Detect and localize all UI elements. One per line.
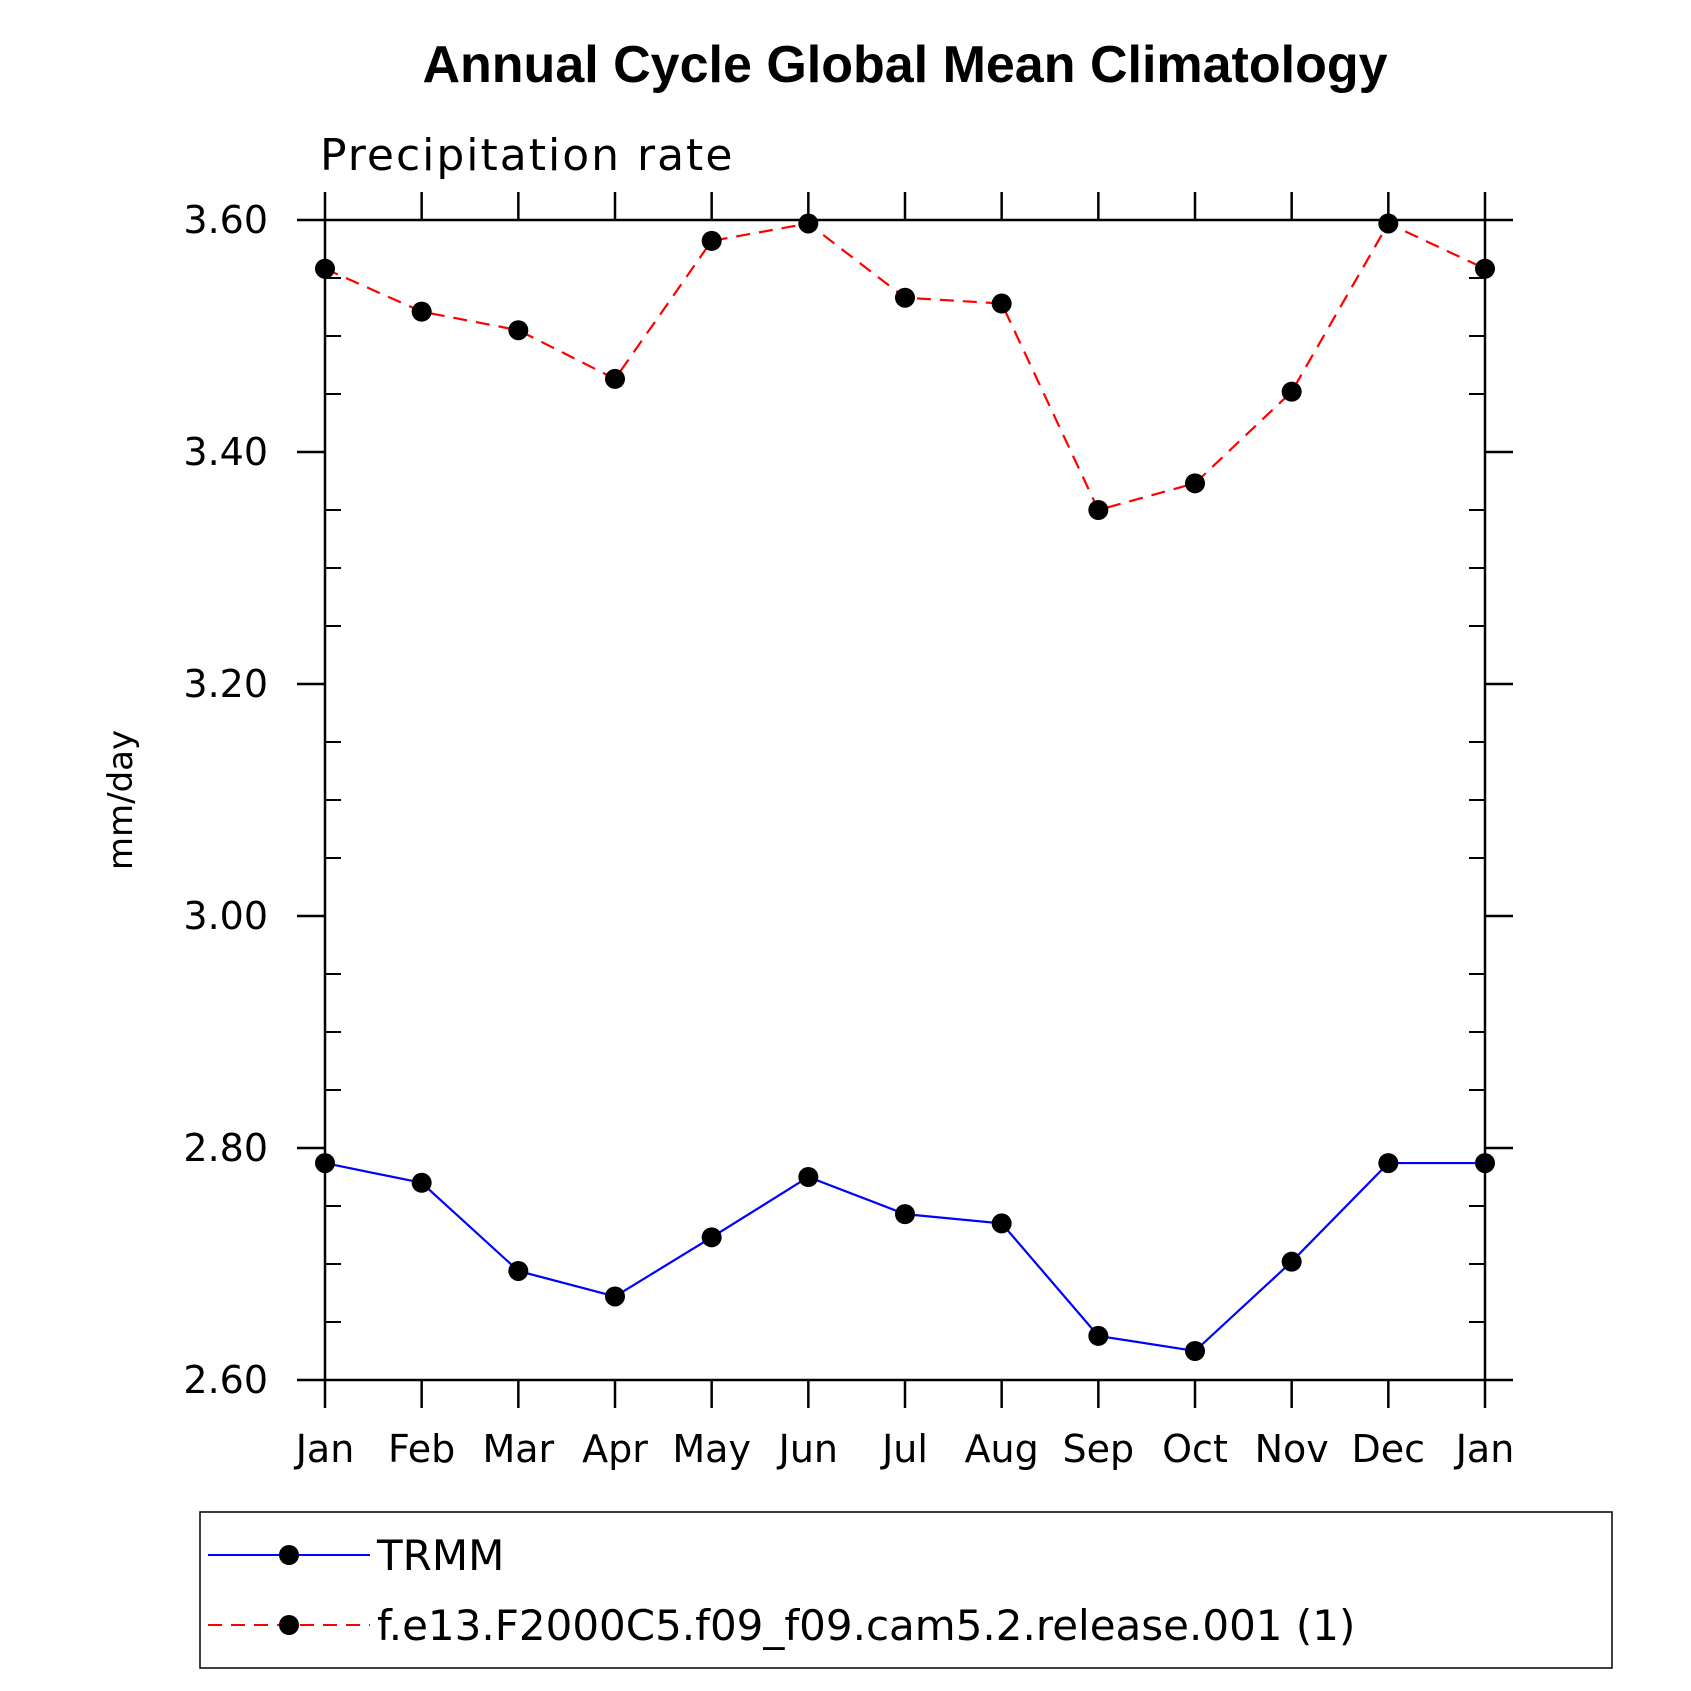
y-tick-label: 3.60 <box>183 198 268 242</box>
axis-ticks <box>297 192 1513 1408</box>
data-point <box>315 1153 335 1174</box>
data-point <box>1185 473 1205 494</box>
legend-label-trmm: TRMM <box>376 1531 504 1580</box>
data-point <box>1185 1341 1205 1361</box>
series-layer <box>315 213 1495 1361</box>
data-point <box>1378 1153 1399 1174</box>
data-point <box>508 1260 529 1281</box>
legend-box <box>199 1511 1613 1669</box>
x-tick-label: Dec <box>1352 1427 1426 1471</box>
y-tick-label: 3.40 <box>183 430 268 474</box>
data-point <box>508 320 529 341</box>
x-tick-label: Jun <box>777 1427 838 1471</box>
data-point <box>798 213 819 234</box>
series-line <box>324 1161 1485 1353</box>
x-tick-label: Sep <box>1063 1427 1135 1471</box>
data-point <box>605 1286 625 1307</box>
data-point <box>1378 213 1399 234</box>
legend-marker-model <box>279 1615 299 1635</box>
y-tick-label: 3.20 <box>183 662 268 706</box>
data-point <box>1475 258 1495 279</box>
x-tick-labels: Jan Feb Mar Apr May Jun Jul Aug Sep Oct Nov Dec Jan <box>294 1427 1515 1471</box>
x-tick-label: May <box>672 1427 751 1471</box>
x-tick-label: Jan <box>294 1427 355 1471</box>
x-tick-label: Feb <box>388 1427 455 1471</box>
data-point <box>895 1204 915 1225</box>
x-tick-label: Oct <box>1162 1427 1228 1471</box>
data-point <box>701 230 722 251</box>
y-tick-label: 2.60 <box>183 1358 268 1402</box>
x-tick-label: Apr <box>582 1427 648 1471</box>
y-tick-label: 3.00 <box>183 894 268 938</box>
chart-title: Annual Cycle Global Mean Climatology <box>422 36 1387 94</box>
series-0 <box>315 1153 1495 1361</box>
data-point <box>1281 1251 1302 1272</box>
data-point <box>315 258 335 279</box>
data-point <box>1088 500 1109 520</box>
x-tick-label: Jul <box>880 1427 928 1471</box>
data-point <box>895 287 915 308</box>
chart-subtitle: Precipitation rate <box>320 130 734 181</box>
y-tick-labels: 2.60 2.80 3.00 3.20 3.40 3.60 <box>183 198 268 1402</box>
series-line <box>324 222 1486 512</box>
data-point <box>605 368 625 389</box>
data-point <box>411 1172 432 1193</box>
x-tick-label: Nov <box>1255 1427 1329 1471</box>
data-point <box>411 301 432 322</box>
y-axis-label: mm/day <box>101 730 141 870</box>
legend-marker-trmm <box>279 1545 299 1565</box>
data-point <box>701 1227 722 1248</box>
data-point <box>1281 381 1302 402</box>
series-1 <box>315 213 1495 520</box>
x-tick-label: Mar <box>482 1427 554 1471</box>
legend: TRMM f.e13.F2000C5.f09_f09.cam5.2.releas… <box>199 1511 1613 1669</box>
data-point <box>1088 1325 1109 1346</box>
x-tick-label: Aug <box>965 1427 1039 1471</box>
data-point <box>991 1213 1012 1234</box>
data-point <box>1475 1153 1495 1174</box>
data-point <box>798 1167 819 1187</box>
y-tick-label: 2.80 <box>183 1126 268 1170</box>
x-tick-label: Jan <box>1454 1427 1515 1471</box>
legend-label-model: f.e13.F2000C5.f09_f09.cam5.2.release.001… <box>377 1601 1355 1650</box>
data-point <box>991 293 1012 314</box>
